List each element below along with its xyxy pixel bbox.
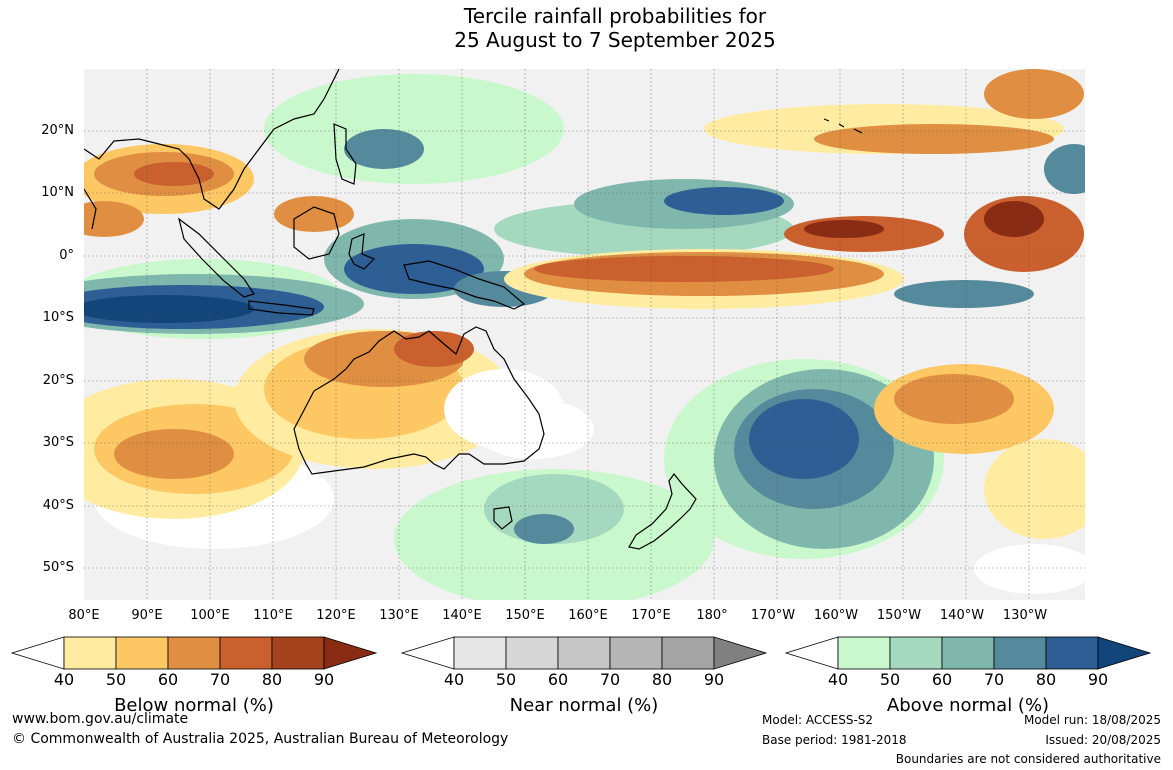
colorbar-above-seg-0 (784, 636, 839, 670)
colorbar-near-normal (400, 636, 768, 670)
colorbar-near-title: Near normal (%) (509, 695, 659, 716)
new-zealand-coastline (628, 473, 697, 550)
lon-label-110e: 110°E (253, 608, 293, 623)
colorbar-near-seg-5 (661, 636, 715, 670)
colorbar-below-seg-4 (219, 636, 273, 670)
colorbar-above-seg-5 (1045, 636, 1099, 670)
colorbar-below-title: Below normal (%) (114, 695, 274, 716)
borneo-coastline (293, 206, 340, 260)
sulawesi-coastline (348, 233, 376, 270)
lon-label-100e: 100°E (190, 608, 230, 623)
lat-label-40s: 40°S (42, 498, 74, 513)
india-coastline (84, 188, 97, 230)
lat-label-30s: 30°S (42, 435, 74, 450)
colorbar-below-seg-1 (63, 636, 117, 670)
colorbar-below-seg-6 (323, 636, 378, 670)
colorbar-near-seg-3 (557, 636, 611, 670)
colorbar-below-tick-60: 60 (157, 670, 179, 689)
base-period: Base period: 1981-2018 (762, 733, 907, 747)
colorbar-below-seg-0 (10, 636, 65, 670)
boundaries-disclaimer: Boundaries are not considered authoritat… (895, 752, 1161, 766)
colorbar-below-normal (10, 636, 378, 670)
colorbar-above-tick-70: 70 (983, 670, 1005, 689)
lon-label-130e: 130°E (379, 608, 419, 623)
lat-label-50s: 50°S (42, 560, 74, 575)
colorbar-near-seg-2 (505, 636, 559, 670)
coastlines (84, 69, 863, 550)
title-line-2: 25 August to 7 September 2025 (454, 28, 776, 52)
lon-label-90e: 90°E (131, 608, 163, 623)
probability-field (84, 69, 1085, 600)
copyright-text: © Commonwealth of Australia 2025, Austra… (12, 731, 509, 747)
colorbar-above-seg-1 (837, 636, 891, 670)
hawaii-coastline (823, 118, 863, 134)
lon-label-150w: 150°W (876, 608, 922, 623)
lon-label-160e: 160°E (568, 608, 608, 623)
colorbar-near-tick-40: 40 (443, 670, 465, 689)
colorbar-near-seg-1 (453, 636, 507, 670)
model-run-date: Model run: 18/08/2025 (1023, 713, 1161, 727)
colorbar-near-tick-80: 80 (651, 670, 673, 689)
lon-label-140w: 140°W (939, 608, 985, 623)
lon-label-180: 180° (696, 608, 728, 623)
colorbar-near-tick-50: 50 (495, 670, 517, 689)
java-coastline (248, 300, 315, 316)
colorbar-above-normal (784, 636, 1152, 670)
colorbar-above-tick-40: 40 (827, 670, 849, 689)
lon-label-160w: 160°W (813, 608, 859, 623)
colorbar-above-tick-60: 60 (931, 670, 953, 689)
colorbar-below-tick-50: 50 (105, 670, 127, 689)
lon-label-170w: 170°W (750, 608, 796, 623)
colorbar-above-tick-80: 80 (1035, 670, 1057, 689)
colorbar-near-seg-4 (609, 636, 663, 670)
model-name: Model: ACCESS-S2 (762, 713, 874, 727)
colorbar-below-seg-3 (167, 636, 221, 670)
lat-label-20n: 20°N (41, 123, 74, 138)
colorbar-above-seg-3 (941, 636, 995, 670)
colorbar-above-tick-50: 50 (879, 670, 901, 689)
australia-coastline (293, 326, 545, 475)
new-guinea-coastline (403, 260, 526, 310)
colorbar-below-seg-5 (271, 636, 325, 670)
colorbar-near-tick-60: 60 (547, 670, 569, 689)
title-line-1: Tercile rainfall probabilities for (463, 4, 767, 28)
asia-coastline (84, 69, 340, 210)
colorbar-below-tick-90: 90 (313, 670, 335, 689)
colorbar-near-tick-70: 70 (599, 670, 621, 689)
philippines-coastline (333, 123, 357, 185)
lon-label-140e: 140°E (442, 608, 482, 623)
colorbar-near-normal-swatches (400, 636, 768, 670)
lon-label-130w: 130°W (1002, 608, 1048, 623)
colorbar-above-normal-swatches (784, 636, 1152, 670)
colorbar-above-tick-90: 90 (1087, 670, 1109, 689)
colorbar-below-tick-40: 40 (53, 670, 75, 689)
tasmania-coastline (493, 506, 513, 530)
map-gridlines (84, 69, 1085, 600)
map-canvas (84, 69, 1085, 600)
colorbar-above-seg-2 (889, 636, 943, 670)
issued-date: Issued: 20/08/2025 (1045, 733, 1161, 747)
lat-label-10s: 10°S (42, 310, 74, 325)
colorbar-near-tick-90: 90 (703, 670, 725, 689)
lat-label-10n: 10°N (41, 185, 74, 200)
lon-label-120e: 120°E (316, 608, 356, 623)
map-title: Tercile rainfall probabilities for 25 Au… (0, 4, 1173, 52)
colorbar-above-seg-6 (1097, 636, 1152, 670)
colorbar-above-title: Above normal (%) (886, 695, 1050, 716)
colorbar-below-tick-70: 70 (209, 670, 231, 689)
website-link[interactable]: www.bom.gov.au/climate (12, 711, 189, 727)
lon-label-150e: 150°E (505, 608, 545, 623)
sumatra-coastline (178, 217, 255, 298)
colorbar-near-seg-0 (400, 636, 455, 670)
lon-label-80e: 80°E (68, 608, 100, 623)
lat-label-eq: 0° (59, 248, 74, 263)
lat-label-20s: 20°S (42, 373, 74, 388)
colorbar-near-seg-6 (713, 636, 768, 670)
colorbar-below-seg-2 (115, 636, 169, 670)
colorbar-above-seg-4 (993, 636, 1047, 670)
rainfall-probability-map (84, 69, 1085, 600)
colorbar-below-normal-swatches (10, 636, 378, 670)
colorbar-below-tick-80: 80 (261, 670, 283, 689)
lon-label-170e: 170°E (631, 608, 671, 623)
